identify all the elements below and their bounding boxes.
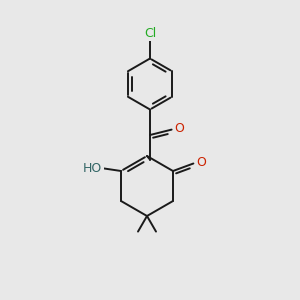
Text: Cl: Cl (144, 27, 156, 40)
Text: HO: HO (83, 161, 102, 175)
Text: O: O (175, 122, 184, 135)
Text: O: O (196, 155, 206, 169)
